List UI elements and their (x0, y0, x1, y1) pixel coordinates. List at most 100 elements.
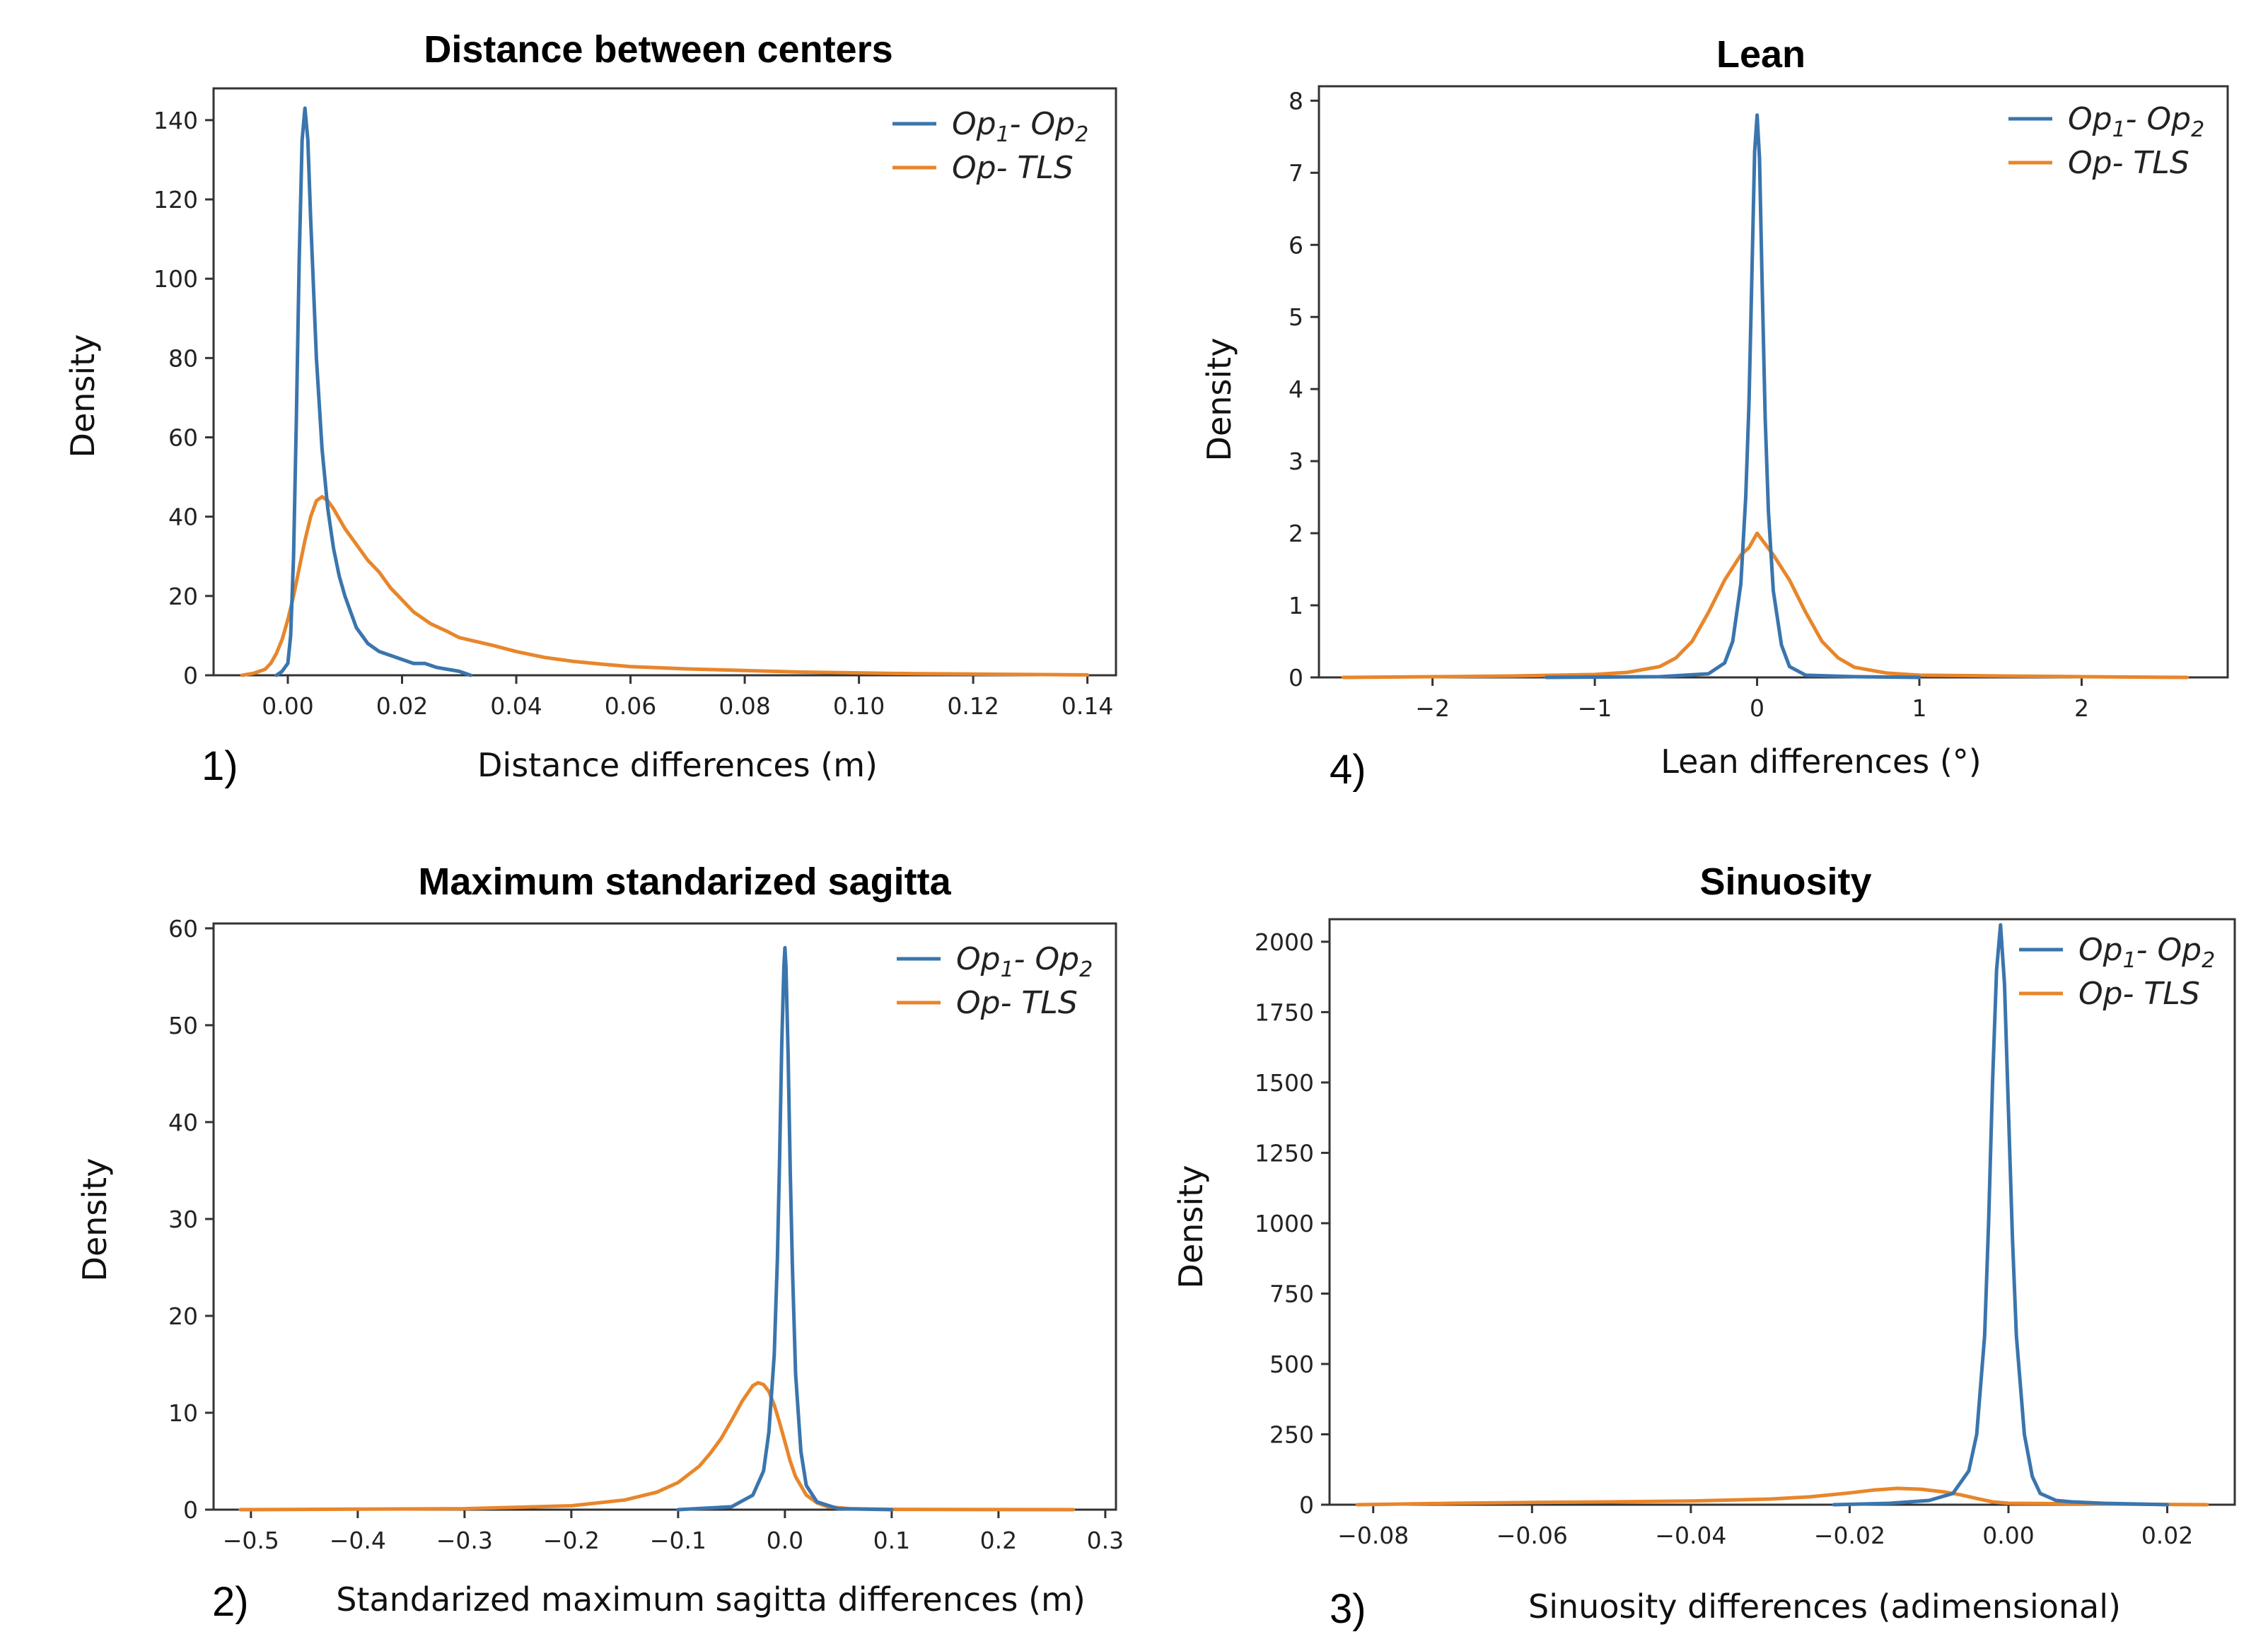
legend-subscript: 2 (1079, 957, 1093, 982)
y-tick-label: 80 (168, 344, 198, 372)
y-tick-label: 60 (168, 424, 198, 452)
y-tick-label: 0 (183, 1496, 198, 1524)
legend-text: Op (952, 106, 996, 142)
y-tick-label: 40 (168, 503, 198, 531)
x-tick-label: −0.2 (543, 1527, 600, 1554)
x-tick-label: 0.2 (980, 1527, 1017, 1554)
series-line-op1-op2 (274, 106, 472, 677)
legend-text: Op (2068, 101, 2112, 137)
x-tick-label: −0.08 (1337, 1522, 1409, 1549)
panel-label: 3) (1330, 1586, 1366, 1632)
plot-frame (212, 922, 1117, 1511)
legend-text: - Op (1010, 106, 1075, 142)
legend-subscript: 2 (1075, 122, 1088, 147)
series-line-op1-op2 (1544, 113, 1921, 680)
x-tick-label: 0.04 (490, 692, 542, 720)
y-axis-label: Density (64, 334, 102, 458)
y-tick-label: 0 (1299, 1491, 1314, 1519)
y-tick-label: 0 (1289, 664, 1303, 692)
y-axis-label: Density (76, 1158, 114, 1282)
x-tick-label: 0.06 (605, 692, 656, 720)
y-tick-label: 7 (1289, 159, 1303, 187)
x-tick-label: −0.4 (330, 1527, 386, 1554)
x-tick-label: −0.04 (1655, 1522, 1726, 1549)
y-tick-label: 2 (1289, 520, 1303, 547)
legend-entry: Op1- Op2 (2068, 101, 2204, 142)
legend-text: Op (956, 941, 1001, 977)
y-tick-label: 750 (1269, 1280, 1314, 1307)
y-tick-label: 500 (1269, 1351, 1314, 1378)
panel-label: 2) (212, 1579, 249, 1625)
y-tick-label: 20 (168, 583, 198, 610)
series-line-op-tls (240, 495, 1090, 677)
panel-label: 1) (202, 743, 238, 789)
x-tick-label: −0.3 (436, 1527, 493, 1554)
y-tick-label: 1250 (1255, 1139, 1314, 1167)
chart-p3: Sinuosity −0.08 −0.06 −0.04 −0.02 0.00 0.02 0 25… (1172, 861, 2236, 1632)
y-tick-label: 20 (168, 1302, 198, 1330)
y-tick-label: 140 (153, 107, 198, 134)
x-tick-label: 0.00 (1982, 1522, 2034, 1549)
legend-subscript: 1 (2112, 117, 2126, 142)
x-tick-label: 0.02 (2141, 1522, 2193, 1549)
legend-entry: Op1- Op2 (956, 941, 1093, 982)
chart-title: Sinuosity (1699, 861, 1871, 903)
legend-entry: Op- TLS (2078, 976, 2200, 1012)
x-tick-label: −1 (1578, 694, 1612, 722)
legend-text: Op (2078, 932, 2123, 968)
legend-subscript: 2 (2191, 117, 2204, 142)
x-tick-label: −0.5 (223, 1527, 279, 1554)
legend-text: - Op (2126, 101, 2191, 137)
series-line-op1-op2 (676, 945, 894, 1512)
x-tick-label: −2 (1415, 694, 1450, 722)
y-tick-label: 6 (1289, 231, 1303, 259)
legend-entry: Op- TLS (952, 150, 1074, 186)
x-tick-label: 0.0 (767, 1527, 803, 1554)
x-tick-label: −0.1 (650, 1527, 706, 1554)
legend-entry: Op- TLS (2068, 145, 2190, 181)
chart-p2: Maximum standarized sagitta −0.5 −0.4 −0.3 −… (76, 861, 1124, 1625)
x-axis-label: Distance differences (m) (477, 746, 878, 784)
y-tick-label: 8 (1289, 87, 1303, 115)
plot-frame (212, 87, 1117, 677)
x-tick-label: 0 (1750, 694, 1764, 722)
y-tick-label: 100 (153, 265, 198, 293)
x-tick-label: 0.14 (1062, 692, 1113, 720)
y-tick-label: 3 (1289, 448, 1303, 475)
legend-subscript: 1 (1001, 957, 1014, 982)
y-tick-label: 10 (168, 1399, 198, 1427)
x-tick-label: 2 (2074, 694, 2089, 722)
y-tick-label: 2000 (1255, 928, 1314, 956)
series-line-op1-op2 (1832, 923, 2170, 1507)
x-tick-label: 0.3 (1087, 1527, 1124, 1554)
legend-entry: Op1- Op2 (952, 106, 1088, 147)
x-tick-label: −0.06 (1496, 1522, 1568, 1549)
y-tick-label: 30 (168, 1206, 198, 1233)
y-tick-label: 5 (1289, 303, 1303, 331)
x-axis-label: Standarized maximum sagitta differences … (336, 1580, 1086, 1619)
legend-subscript: 1 (2123, 948, 2136, 973)
x-tick-label: 0.00 (262, 692, 313, 720)
x-axis-label: Lean differences (°) (1661, 742, 1982, 781)
y-tick-label: 1750 (1255, 998, 1314, 1026)
panel-label: 4) (1330, 747, 1366, 793)
y-axis-label: Density (1200, 338, 1238, 462)
legend-subscript: 1 (996, 122, 1010, 147)
y-tick-label: 250 (1269, 1421, 1314, 1448)
legend-entry: Op1- Op2 (2078, 932, 2215, 973)
legend-text: - Op (1014, 941, 1079, 977)
y-tick-label: 1000 (1255, 1210, 1314, 1237)
x-tick-label: −0.02 (1814, 1522, 1885, 1549)
plot-frame (1318, 85, 2229, 679)
chart-title: Lean (1716, 33, 1805, 76)
y-axis-label: Density (1172, 1165, 1210, 1289)
chart-p1: Distance between centers 0.00 0.02 0.04 0.06… (64, 28, 1117, 789)
y-tick-label: 0 (183, 662, 198, 689)
y-tick-label: 1500 (1255, 1069, 1314, 1097)
chart-p4: Lean −2 −1 0 1 2 0 1 2 3 4 5 6 7 8 Lean differences (°)… (1200, 33, 2229, 793)
legend-entry: Op- TLS (956, 985, 1078, 1021)
x-tick-label: 0.12 (947, 692, 999, 720)
x-tick-label: 0.02 (376, 692, 428, 720)
chart-title: Distance between centers (424, 28, 892, 71)
